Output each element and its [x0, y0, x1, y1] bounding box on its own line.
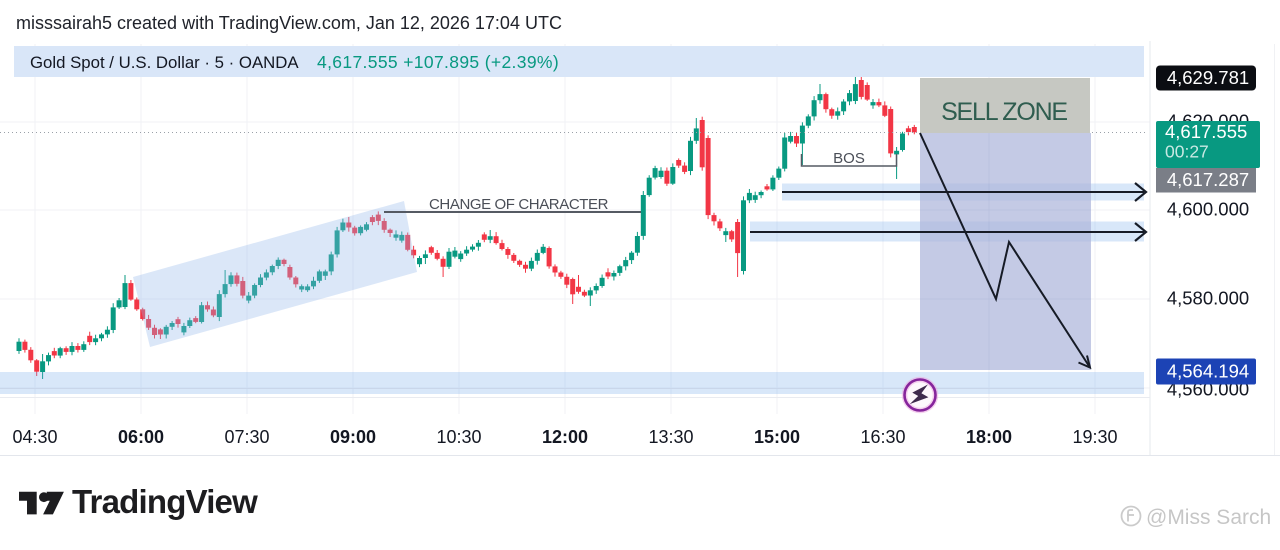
svg-text:09:00: 09:00	[330, 427, 376, 447]
svg-text:TradingView: TradingView	[72, 483, 258, 520]
svg-text:15:00: 15:00	[754, 427, 800, 447]
svg-text:4,580.000: 4,580.000	[1167, 288, 1249, 309]
svg-text:04:30: 04:30	[12, 427, 57, 447]
svg-text:@Miss Sarch: @Miss Sarch	[1146, 506, 1271, 529]
svg-text:4,617.287: 4,617.287	[1167, 169, 1249, 190]
svg-text:CHANGE OF CHARACTER: CHANGE OF CHARACTER	[429, 196, 609, 213]
svg-text:10:30: 10:30	[436, 427, 481, 447]
svg-text:13:30: 13:30	[648, 427, 693, 447]
svg-text:Gold Spot / U.S. Dollar · 5 ·: Gold Spot / U.S. Dollar · 5 · OANDA	[30, 53, 299, 72]
svg-text:4,564.194: 4,564.194	[1167, 361, 1249, 382]
svg-text:07:30: 07:30	[224, 427, 269, 447]
svg-text:12:00: 12:00	[542, 427, 588, 447]
svg-text:06:00: 06:00	[118, 427, 164, 447]
svg-text:SELL ZONE: SELL ZONE	[941, 98, 1067, 126]
svg-text:4,600.000: 4,600.000	[1167, 199, 1249, 220]
svg-text:18:00: 18:00	[966, 427, 1012, 447]
svg-text:16:30: 16:30	[860, 427, 905, 447]
svg-text:4,617.555 +107.895 (+2.39%): 4,617.555 +107.895 (+2.39%)	[317, 52, 559, 72]
svg-text:4,629.781: 4,629.781	[1167, 67, 1249, 88]
svg-text:19:30: 19:30	[1072, 427, 1117, 447]
svg-text:BOS: BOS	[833, 150, 865, 167]
svg-text:misssairah5 created with Tradi: misssairah5 created with TradingView.com…	[16, 13, 562, 33]
svg-text:4,617.555: 4,617.555	[1165, 121, 1247, 142]
svg-text:00:27: 00:27	[1165, 142, 1209, 162]
